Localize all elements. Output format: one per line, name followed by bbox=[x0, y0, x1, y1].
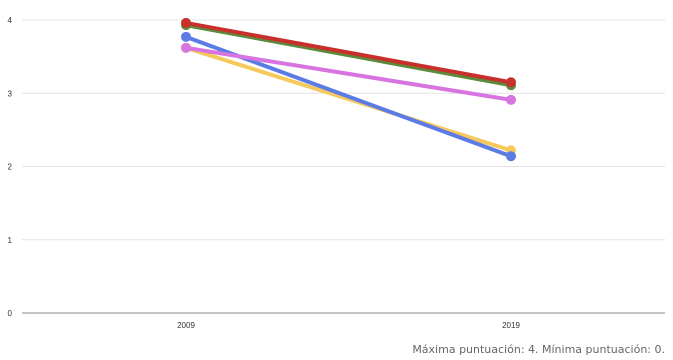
series-2-point-2019 bbox=[506, 151, 516, 162]
y-tick-label-1: 1 bbox=[8, 236, 13, 245]
series-3-point-2019 bbox=[506, 94, 516, 105]
series-line-5 bbox=[184, 20, 513, 85]
series-line-4 bbox=[184, 23, 513, 88]
y-tick-label-3: 3 bbox=[8, 89, 13, 98]
y-tick-label-0: 0 bbox=[8, 309, 13, 318]
series-2-point-2009 bbox=[181, 31, 191, 42]
series-line-3 bbox=[184, 45, 513, 102]
x-tick-label-2009: 2009 bbox=[177, 321, 195, 330]
y-tick-label-4: 4 bbox=[8, 16, 13, 25]
series-3-point-2009 bbox=[181, 42, 191, 53]
series-line-1 bbox=[184, 45, 513, 153]
y-tick-label-2: 2 bbox=[8, 163, 13, 172]
series-5-point-2009 bbox=[181, 17, 191, 28]
series-5-point-2019 bbox=[506, 77, 516, 88]
chart-footnote: Máxima puntuación: 4. Mínima puntuación:… bbox=[412, 343, 665, 356]
x-tick-label-2019: 2019 bbox=[502, 321, 520, 330]
